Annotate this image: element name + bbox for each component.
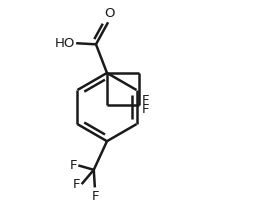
Text: F: F — [73, 178, 81, 191]
Text: F: F — [70, 159, 77, 172]
Text: F: F — [142, 94, 150, 107]
Text: HO: HO — [55, 37, 75, 50]
Text: O: O — [104, 7, 115, 20]
Text: F: F — [142, 103, 150, 116]
Text: F: F — [92, 190, 100, 203]
